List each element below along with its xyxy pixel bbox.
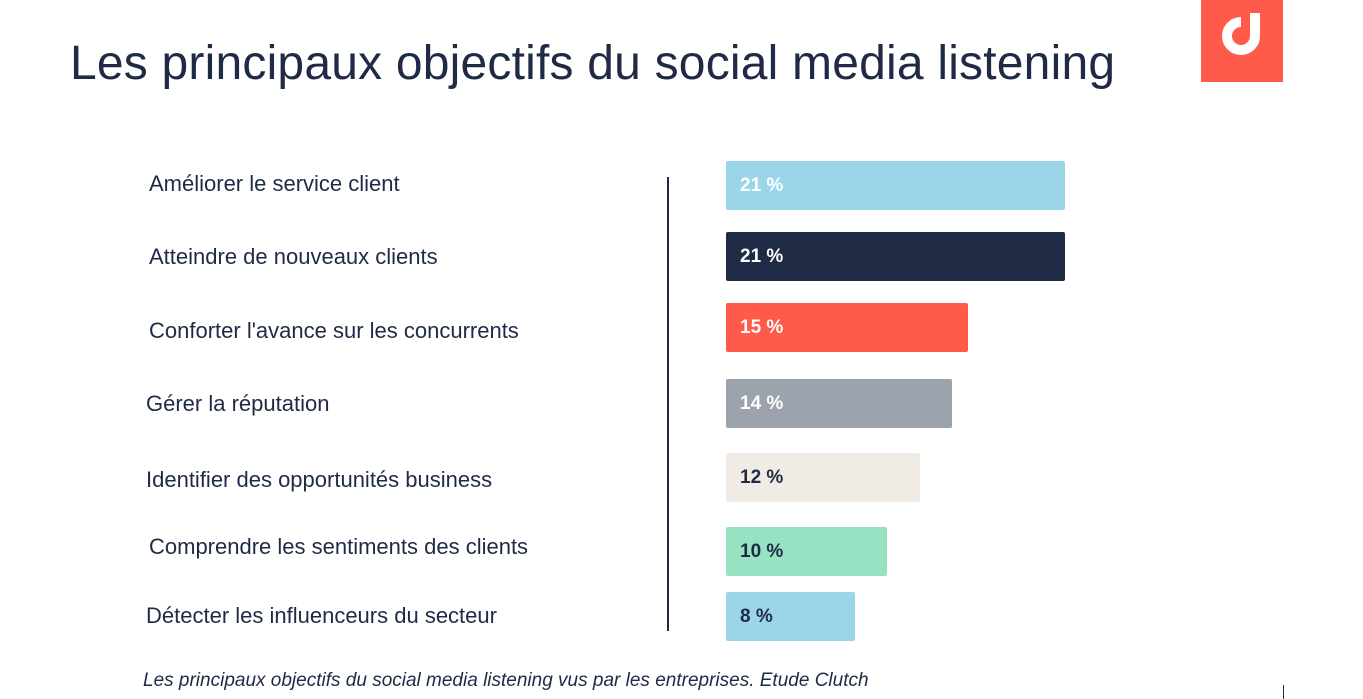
bar: 12 %: [726, 453, 920, 502]
corner-tick: [1283, 685, 1284, 699]
bar: 8 %: [726, 592, 855, 641]
bar-value-label: 14 %: [740, 392, 784, 414]
bar: 21 %: [726, 161, 1065, 210]
brand-logo: [1201, 0, 1283, 82]
category-label: Détecter les influenceurs du secteur: [146, 603, 497, 628]
d-logo-icon: [1222, 13, 1260, 55]
category-label: Identifier des opportunités business: [146, 467, 493, 492]
bar-value-label: 8 %: [740, 605, 773, 627]
chart-caption: Les principaux objectifs du social media…: [143, 670, 869, 691]
bar: 21 %: [726, 232, 1065, 281]
bar: 10 %: [726, 527, 887, 576]
bar-value-label: 15 %: [740, 316, 784, 338]
axis-divider: [667, 177, 669, 631]
category-label: Comprendre les sentiments des clients: [149, 534, 529, 559]
category-label: Améliorer le service client: [149, 171, 400, 196]
bar: 14 %: [726, 379, 952, 428]
chart-title: Les principaux objectifs du social media…: [70, 37, 1116, 90]
bar-value-label: 21 %: [740, 174, 784, 196]
bar: 15 %: [726, 303, 968, 352]
category-label: Gérer la réputation: [146, 391, 330, 416]
category-label: Conforter l'avance sur les concurrents: [149, 318, 519, 343]
bar-value-label: 12 %: [740, 466, 784, 488]
bar-value-label: 21 %: [740, 245, 784, 267]
bar-value-label: 10 %: [740, 540, 784, 562]
category-label: Atteindre de nouveaux clients: [149, 244, 438, 269]
